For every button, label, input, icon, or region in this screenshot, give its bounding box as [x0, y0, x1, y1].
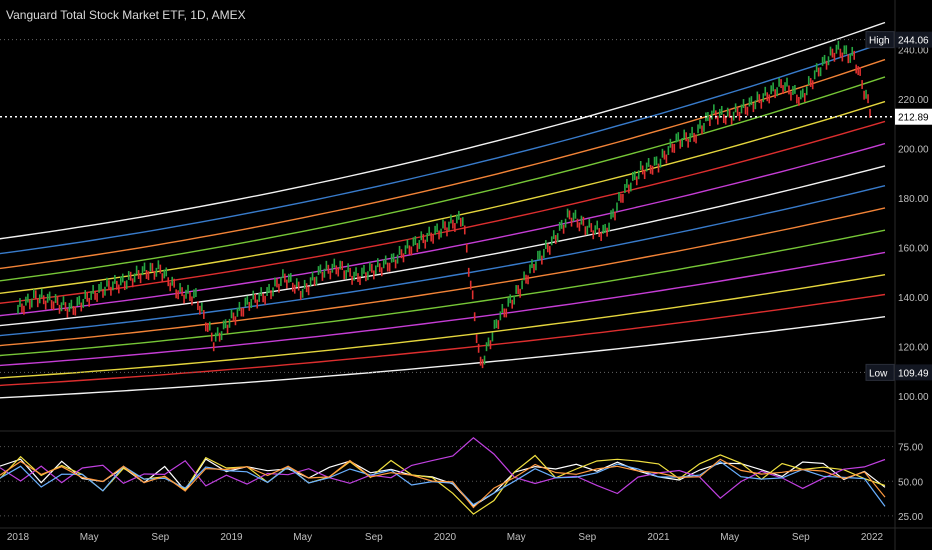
marker-label: High [869, 36, 890, 47]
oscillator-line [0, 460, 886, 507]
regression-band-line [0, 120, 886, 304]
x-tick-label: Sep [578, 532, 596, 543]
oscillator-line [0, 458, 886, 507]
regression-band-line [0, 76, 886, 282]
y-tick-label: 120.00 [898, 342, 929, 353]
marker-value: 212.89 [898, 113, 929, 124]
regression-band-line [0, 142, 886, 317]
regression-band-line [0, 207, 886, 347]
regression-band-line [0, 229, 886, 357]
y-tick-label: 100.00 [898, 392, 929, 403]
marker-value-box [895, 31, 932, 48]
y-tick-label: 140.00 [898, 293, 929, 304]
oscillator-line [0, 458, 886, 509]
x-tick-label: 2019 [220, 532, 243, 543]
regression-band-line [0, 251, 886, 367]
x-tick-label: Sep [365, 532, 383, 543]
regression-band-line [0, 293, 886, 387]
regression-band-line [0, 100, 886, 294]
current-price-box [895, 108, 932, 125]
regression-band-line [0, 274, 886, 379]
x-tick-label: May [293, 532, 312, 543]
oscillator-tick-label: 25.00 [898, 512, 923, 523]
marker-label-box [865, 31, 895, 49]
x-tick-label: Sep [151, 532, 169, 543]
oscillator-line [0, 437, 886, 500]
chart-title: Vanguard Total Stock Market ETF, 1D, AME… [6, 8, 246, 22]
regression-band-line [0, 21, 886, 240]
regression-band-line [0, 41, 886, 255]
regression-band-line [0, 316, 886, 399]
y-tick-label: 220.00 [898, 95, 929, 106]
regression-band-line [0, 185, 886, 337]
x-tick-label: Sep [792, 532, 810, 543]
x-tick-label: 2021 [647, 532, 670, 543]
regression-band-line [0, 58, 886, 270]
x-tick-label: May [507, 532, 526, 543]
x-tick-label: 2022 [861, 532, 884, 543]
marker-label-box [865, 363, 895, 381]
marker-value: 109.49 [898, 368, 929, 379]
oscillator-tick-label: 75.00 [898, 443, 923, 454]
regression-band-line [0, 165, 886, 327]
x-tick-label: May [720, 532, 739, 543]
x-tick-label: 2020 [434, 532, 457, 543]
x-tick-label: May [80, 532, 99, 543]
y-tick-label: 240.00 [898, 46, 929, 57]
marker-value: 244.06 [898, 36, 929, 47]
marker-label: Low [869, 368, 888, 379]
oscillator-line [0, 454, 886, 515]
y-tick-label: 160.00 [898, 243, 929, 254]
x-tick-label: 2018 [7, 532, 30, 543]
y-tick-label: 180.00 [898, 194, 929, 205]
y-tick-label: 200.00 [898, 145, 929, 156]
oscillator-tick-label: 50.00 [898, 477, 923, 488]
marker-value-box [895, 364, 932, 381]
